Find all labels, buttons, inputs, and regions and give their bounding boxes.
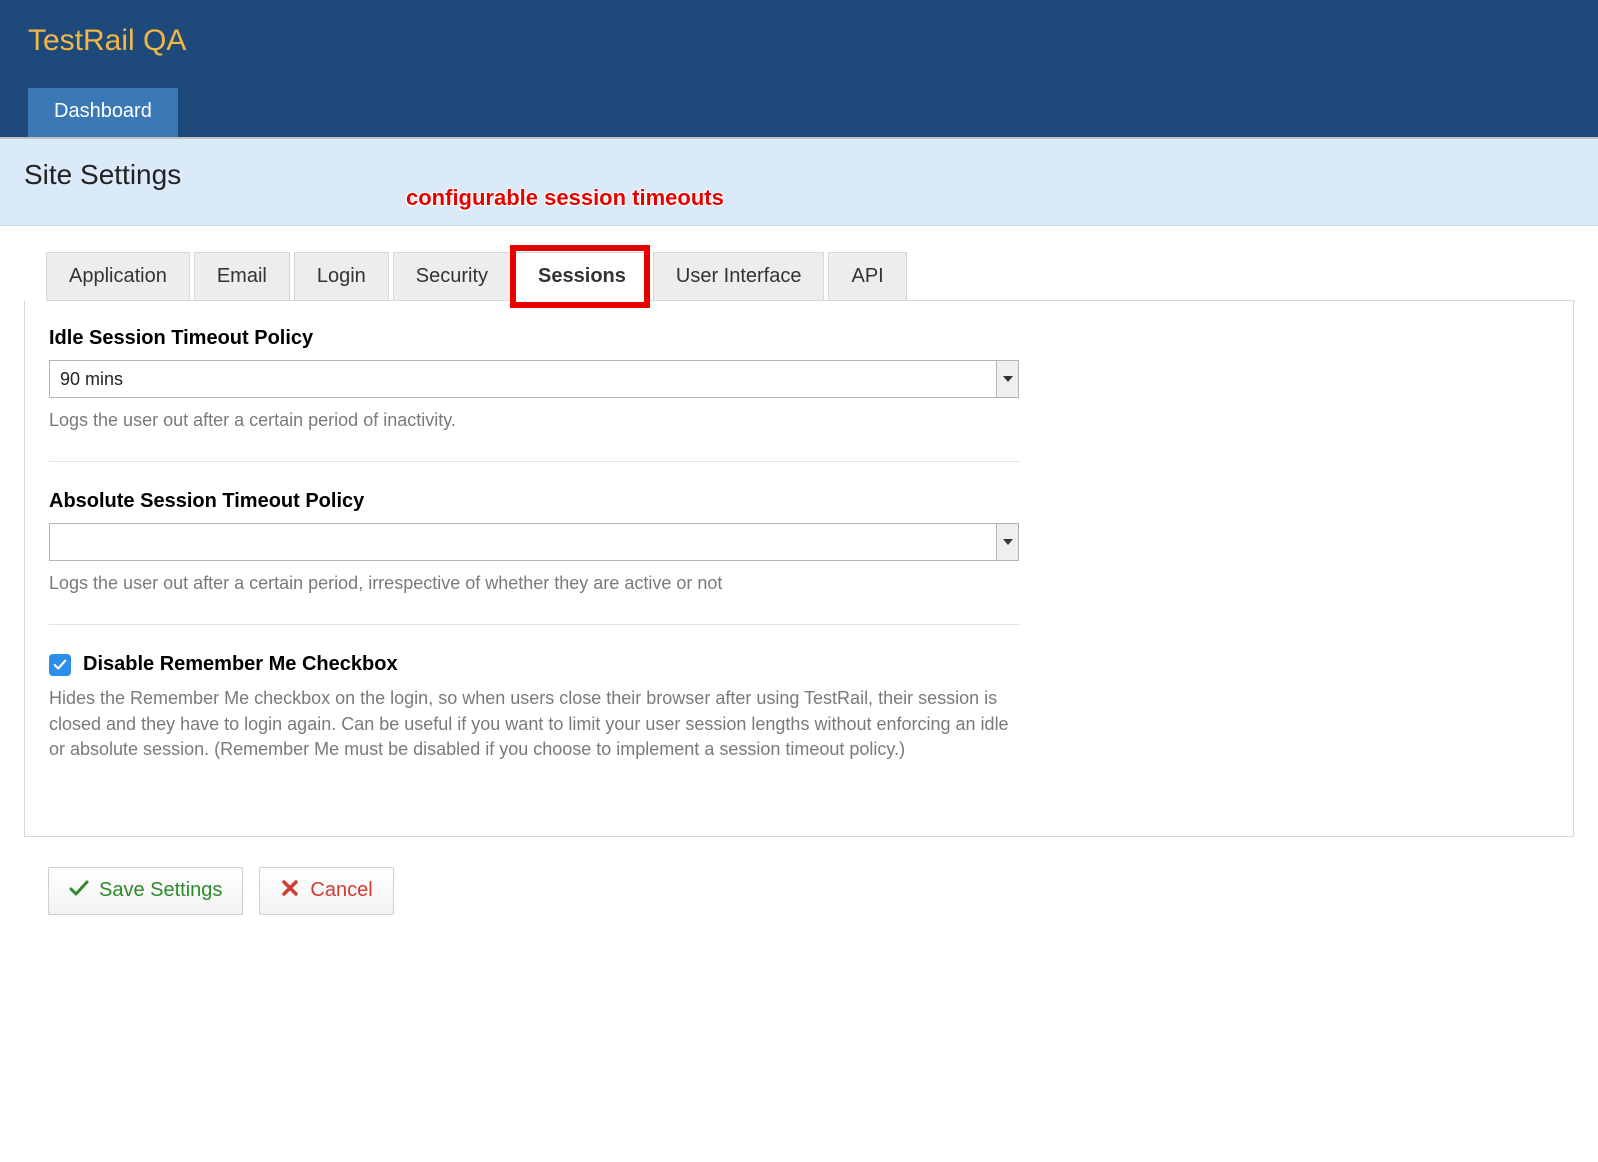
check-icon bbox=[69, 878, 89, 904]
annotation-label: configurable session timeouts bbox=[406, 185, 724, 211]
idle-timeout-help: Logs the user out after a certain period… bbox=[49, 408, 1019, 433]
disable-remember-group: Disable Remember Me Checkbox Hides the R… bbox=[49, 653, 1019, 762]
absolute-timeout-group: Absolute Session Timeout Policy Logs the… bbox=[49, 490, 1019, 596]
action-buttons: Save Settings Cancel bbox=[48, 867, 1574, 915]
check-icon bbox=[53, 658, 67, 672]
page-title: Site Settings bbox=[24, 159, 1574, 191]
tab-sessions[interactable]: Sessions bbox=[515, 252, 649, 301]
idle-timeout-value: 90 mins bbox=[60, 369, 123, 390]
cancel-button[interactable]: Cancel bbox=[259, 867, 393, 915]
settings-panel: Idle Session Timeout Policy 90 mins Logs… bbox=[24, 301, 1574, 837]
dropdown-arrow-icon bbox=[996, 361, 1018, 397]
disable-remember-label: Disable Remember Me Checkbox bbox=[83, 653, 398, 676]
settings-tabs: Application Email Login Security Session… bbox=[46, 252, 1574, 301]
save-button-label: Save Settings bbox=[99, 879, 222, 902]
disable-remember-checkbox[interactable] bbox=[49, 654, 71, 676]
tab-login[interactable]: Login bbox=[294, 252, 389, 300]
divider bbox=[49, 624, 1019, 625]
nav-tab-dashboard[interactable]: Dashboard bbox=[28, 88, 178, 137]
idle-timeout-select[interactable]: 90 mins bbox=[49, 360, 1019, 398]
tab-sessions-label: Sessions bbox=[538, 265, 626, 287]
disable-remember-help: Hides the Remember Me checkbox on the lo… bbox=[49, 686, 1019, 762]
tab-application[interactable]: Application bbox=[46, 252, 190, 300]
tab-user-interface[interactable]: User Interface bbox=[653, 252, 825, 300]
idle-timeout-label: Idle Session Timeout Policy bbox=[49, 327, 1019, 350]
brand-title: TestRail QA bbox=[28, 24, 1570, 58]
subheader: Site Settings configurable session timeo… bbox=[0, 139, 1598, 226]
tab-email[interactable]: Email bbox=[194, 252, 290, 300]
close-icon bbox=[280, 878, 300, 904]
absolute-timeout-select[interactable] bbox=[49, 523, 1019, 561]
content: Application Email Login Security Session… bbox=[0, 226, 1598, 955]
topbar: TestRail QA Dashboard bbox=[0, 0, 1598, 139]
tab-api[interactable]: API bbox=[828, 252, 906, 300]
dropdown-arrow-icon bbox=[996, 524, 1018, 560]
divider bbox=[49, 461, 1019, 462]
cancel-button-label: Cancel bbox=[310, 879, 372, 902]
absolute-timeout-help: Logs the user out after a certain period… bbox=[49, 571, 1019, 596]
save-settings-button[interactable]: Save Settings bbox=[48, 867, 243, 915]
tab-security[interactable]: Security bbox=[393, 252, 511, 300]
idle-timeout-group: Idle Session Timeout Policy 90 mins Logs… bbox=[49, 327, 1019, 433]
absolute-timeout-label: Absolute Session Timeout Policy bbox=[49, 490, 1019, 513]
